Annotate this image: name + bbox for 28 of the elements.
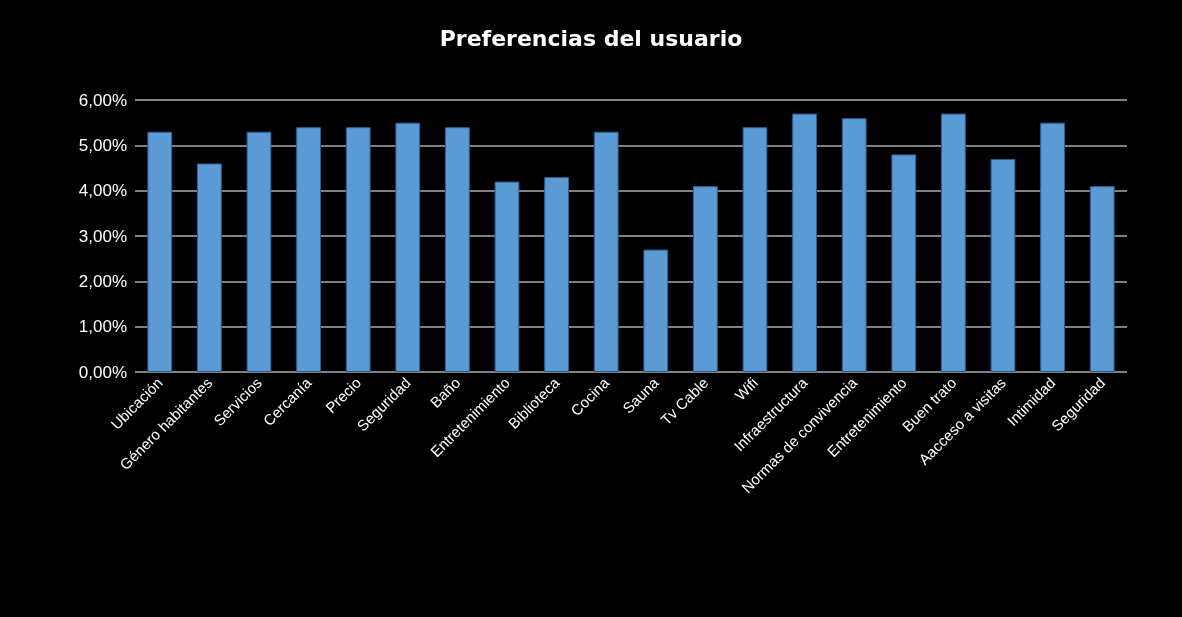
bar xyxy=(494,181,520,372)
bar xyxy=(1040,122,1065,372)
bar xyxy=(296,127,321,372)
bar xyxy=(643,249,669,372)
y-tick-label: 1,00% xyxy=(78,317,127,337)
bar xyxy=(693,186,718,372)
bar xyxy=(345,127,371,372)
y-tick-label: 0,00% xyxy=(78,362,127,382)
y-tick-label: 5,00% xyxy=(78,135,127,155)
bar xyxy=(395,122,421,372)
bar xyxy=(1089,186,1115,372)
bar xyxy=(544,177,569,372)
bar xyxy=(742,127,768,372)
y-tick-label: 3,00% xyxy=(78,226,127,246)
chart-title: Preferencias del usuario xyxy=(439,25,743,51)
y-tick-label: 6,00% xyxy=(78,90,127,110)
bar xyxy=(147,131,173,372)
bar xyxy=(841,118,867,372)
y-tick-label: 2,00% xyxy=(78,271,127,291)
bar xyxy=(593,131,619,372)
bar xyxy=(246,131,272,372)
bar xyxy=(990,158,1016,372)
bar xyxy=(792,113,817,372)
bar xyxy=(197,163,222,372)
y-tick-label: 4,00% xyxy=(78,181,127,201)
bar xyxy=(891,154,917,372)
bar xyxy=(941,113,966,372)
bar xyxy=(445,127,470,372)
